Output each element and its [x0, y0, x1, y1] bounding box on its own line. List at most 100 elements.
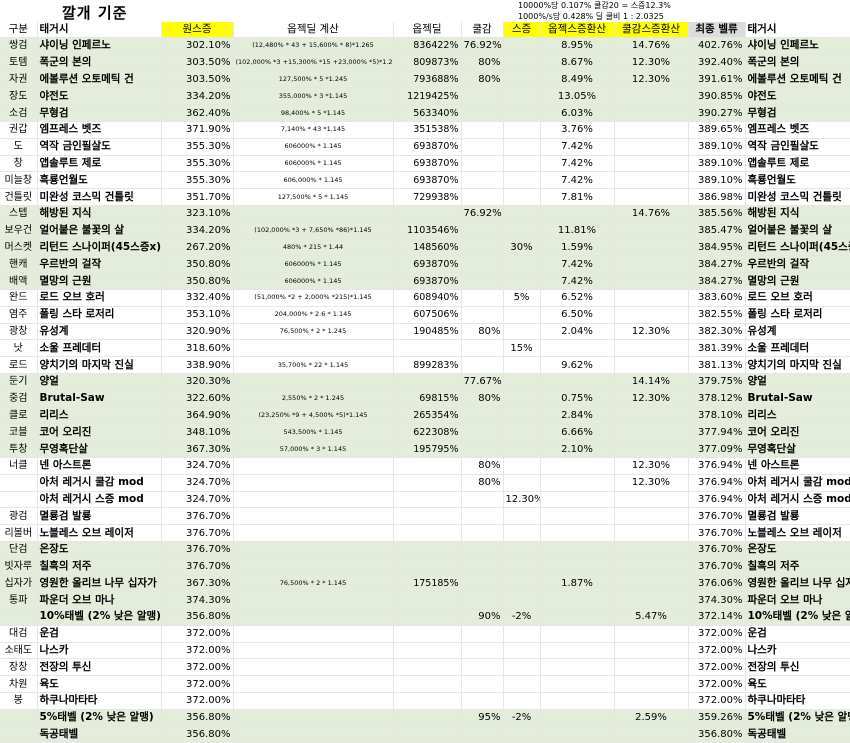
cell-base-skill-up: 355.30% [161, 171, 234, 190]
cell-obj-dmg-calc: 543,500% * 1.145 [233, 423, 394, 442]
cell-obj-dmg-calc [233, 558, 394, 576]
cell-skill-up: -2% [503, 608, 541, 626]
cell-cooldown: 80% [461, 54, 504, 72]
cell-obj-conv: 6.50% [540, 306, 615, 324]
cell-base-skill-up: 303.50% [161, 71, 234, 89]
cell-obj-dmg-calc: 606000% * 1.145 [233, 255, 394, 274]
table-body: 구분 태거시 원스증 옵젝딜 계산 옵젝딜 쿨감 스증 옵젝스증환산 쿨감스증환… [0, 22, 850, 743]
cell-final-value: 389.65% [688, 121, 746, 139]
cell-final-value: 376.70% [688, 541, 746, 559]
cell-legacy-name: 하쿠나마타타 [37, 692, 162, 710]
cell-final-value: 381.13% [688, 356, 746, 374]
cell-final-value: 374.30% [688, 591, 746, 610]
cell-legacy-name-repeat: 아처 레거시 쿨감 mod [745, 474, 850, 492]
cell-obj-dmg [393, 558, 462, 576]
header-obj-conv: 옵젝스증환산 [540, 22, 615, 38]
cell-legacy-name-repeat: 폴링 스타 로저리 [745, 306, 850, 324]
cell-legacy-name-repeat: 리턴드 스나이퍼(45스증x) [745, 239, 850, 257]
cell-final-value: 386.98% [688, 188, 746, 206]
cell-base-skill-up: 334.20% [161, 222, 234, 240]
cell-legacy-name: 5%태벨 (2% 낮은 알맹) [37, 709, 162, 727]
cell-base-skill-up: 356.80% [161, 608, 234, 626]
cell-obj-dmg [393, 658, 462, 677]
cell-final-value: 372.00% [688, 675, 746, 694]
cell-skill-up [503, 591, 541, 610]
cell-cooldown [461, 171, 504, 190]
cell-final-value: 384.27% [688, 272, 746, 290]
cell-skill-up [503, 138, 541, 156]
cell-cool-conv [614, 675, 689, 694]
cell-obj-dmg: 190485% [393, 323, 462, 341]
cell-legacy-name: 에볼루션 오토메틱 건 [37, 71, 162, 89]
cell-category: 소태도 [0, 642, 38, 660]
cell-obj-dmg: 693870% [393, 155, 462, 173]
cell-obj-conv: 8.49% [540, 71, 615, 89]
cell-legacy-name-repeat: 소울 프레데터 [745, 339, 850, 358]
cell-final-value: 372.00% [688, 692, 746, 710]
cell-final-value: 389.10% [688, 138, 746, 156]
cell-obj-conv [540, 373, 615, 391]
cell-legacy-name-repeat: 넨 아스트론 [745, 457, 850, 475]
table-row: 중검 Brutal-Saw 322.60% 2,550% * 2 * 1.245 698… [0, 390, 850, 408]
cell-obj-dmg-calc [233, 457, 394, 475]
cell-legacy-name: 리턴드 스나이퍼(45스증x) [37, 239, 162, 257]
cell-final-value: 379.75% [688, 373, 746, 391]
cell-cool-conv [614, 642, 689, 660]
cell-skill-up [503, 524, 541, 542]
cell-final-value: 389.10% [688, 171, 746, 190]
cell-obj-conv [540, 491, 615, 509]
cell-base-skill-up: 320.30% [161, 373, 234, 391]
cell-base-skill-up: 356.80% [161, 726, 234, 743]
cell-skill-up [503, 272, 541, 290]
header-row: 구분 태거시 원스증 옵젝딜 계산 옵젝딜 쿨감 스증 옵젝스증환산 쿨감스증환… [0, 22, 850, 38]
header-cooldown: 쿨감 [461, 22, 504, 38]
cell-base-skill-up: 322.60% [161, 390, 234, 408]
cell-obj-dmg [393, 205, 462, 223]
cell-base-skill-up: 372.00% [161, 642, 234, 660]
cell-skill-up [503, 37, 541, 55]
cell-category: 배액 [0, 272, 38, 290]
cell-obj-dmg-calc: 480% * 215 * 1.44 [233, 239, 394, 257]
cell-obj-dmg-calc: 76,500% * 2 * 1.245 [233, 323, 394, 341]
cell-category: 보우건 [0, 222, 38, 240]
cell-obj-dmg-calc [233, 541, 394, 559]
cell-cool-conv [614, 541, 689, 559]
cell-legacy-name: 멸망의 근원 [37, 272, 162, 290]
table-row: 봉 하쿠나마타타 372.00% 372.00% 하쿠나마타타 [0, 692, 850, 710]
cell-final-value: 385.56% [688, 205, 746, 223]
table-row: 대검 운검 372.00% 372.00% 운검 [0, 625, 850, 643]
cell-final-value: 378.10% [688, 407, 746, 425]
cell-base-skill-up: 302.10% [161, 37, 234, 55]
cell-base-skill-up: 353.10% [161, 306, 234, 324]
cell-obj-dmg-calc [233, 474, 394, 492]
sheet-title: 깔개 기준 [62, 4, 128, 22]
cell-legacy-name: 운검 [37, 625, 162, 643]
cell-legacy-name-repeat: 역작 금인필살도 [745, 138, 850, 156]
cell-skill-up: 12.30% [503, 491, 541, 509]
cell-final-value: 378.12% [688, 390, 746, 408]
cell-category: 자권 [0, 71, 38, 89]
cell-cool-conv: 14.14% [614, 373, 689, 391]
cell-legacy-name: 샤이닝 인페르노 [37, 37, 162, 55]
cell-base-skill-up: 303.50% [161, 54, 234, 72]
cell-obj-dmg-calc [233, 608, 394, 626]
cell-base-skill-up: 355.30% [161, 155, 234, 173]
cell-obj-dmg: 622308% [393, 423, 462, 442]
cell-base-skill-up: 372.00% [161, 625, 234, 643]
table-row: 로드 양치기의 마지막 진실 338.90% 35,700% * 22 * 1.145… [0, 356, 850, 374]
cell-legacy-name: 폭군의 본의 [37, 54, 162, 72]
cell-skill-up [503, 423, 541, 442]
cell-cool-conv [614, 289, 689, 307]
table-row: 핸캐 우르반의 걸작 350.80% 606000% * 1.145 693870% 7.… [0, 255, 850, 274]
note-line-2: 1000%/s당 0.428% 딜 쿨비 1 : 2.0325 [518, 12, 664, 21]
cell-base-skill-up: 371.90% [161, 121, 234, 139]
cell-final-value: 356.80% [688, 726, 746, 743]
header-legacy-2: 태거시 [745, 22, 850, 38]
cell-cooldown [461, 222, 504, 240]
cell-obj-conv: 0.75% [540, 390, 615, 408]
cell-cool-conv [614, 306, 689, 324]
cell-skill-up: 30% [503, 239, 541, 257]
cell-legacy-name-repeat: 5%태벨 (2% 낮은 알맹) [745, 709, 850, 727]
cell-base-skill-up: 320.90% [161, 323, 234, 341]
cell-legacy-name-repeat: 영원한 올리브 나무 십자가 [745, 575, 850, 593]
